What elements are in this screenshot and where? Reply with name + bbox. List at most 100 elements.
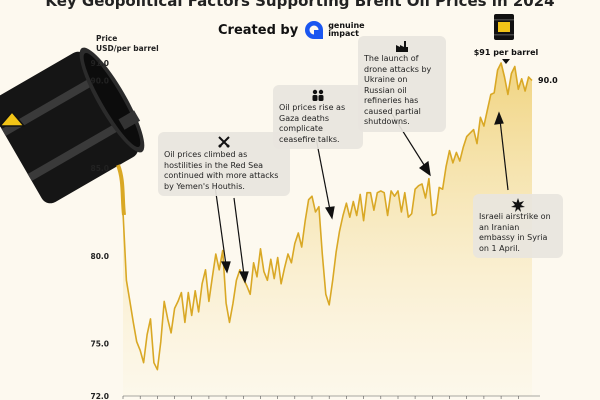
price-point <box>156 369 158 371</box>
price-point <box>256 276 258 278</box>
y-tick-label: 85.0 <box>90 164 109 173</box>
price-point <box>252 262 254 264</box>
y-axis-unit-line1: Price <box>96 34 118 43</box>
y-tick-label: 91.0 <box>90 59 109 68</box>
price-point <box>297 232 299 234</box>
annotation-arrows <box>214 111 509 284</box>
price-point <box>273 277 275 279</box>
price-point <box>524 90 526 92</box>
price-point <box>132 321 134 323</box>
price-point <box>191 314 193 316</box>
price-point <box>153 362 155 364</box>
oil-barrel-illustration <box>0 47 145 216</box>
price-point <box>386 214 388 216</box>
price-point <box>466 135 468 137</box>
price-point <box>201 283 203 285</box>
price-point <box>301 246 303 248</box>
genuine-impact-logo-icon <box>305 21 324 39</box>
people-icon <box>279 89 357 103</box>
price-point <box>400 211 402 213</box>
factory-icon <box>364 40 440 54</box>
price-point <box>239 269 241 271</box>
x-axis-ticks <box>122 396 519 399</box>
price-point <box>167 318 169 320</box>
price-point <box>142 362 144 364</box>
price-point <box>362 220 364 222</box>
annotation-gaza-text: Oil prices rise as Gaza deaths complicat… <box>279 103 346 144</box>
price-point <box>441 188 443 190</box>
y-tick-label: 72.0 <box>90 392 109 400</box>
annotation-drone: The launch of drone attacks by Ukraine o… <box>358 36 446 132</box>
annotation-drone-text: The launch of drone attacks by Ukraine o… <box>364 54 432 126</box>
price-point <box>277 256 279 258</box>
y-tick-label: 90.0 <box>90 77 109 86</box>
price-point <box>469 132 471 134</box>
peak-price-label: $91 per barrel <box>474 48 539 57</box>
price-point <box>424 197 426 199</box>
price-point <box>259 248 261 250</box>
price-point <box>407 216 409 218</box>
crossed-swords-icon <box>164 136 284 150</box>
price-point <box>462 146 464 148</box>
annotation-iran: Israeli airstrike on an Iranian embassy … <box>473 194 563 258</box>
price-point <box>263 270 265 272</box>
price-point <box>184 321 186 323</box>
price-point <box>431 214 433 216</box>
price-point <box>507 93 509 95</box>
last-price-label: 90.0 <box>538 76 558 85</box>
price-point <box>411 213 413 215</box>
price-point <box>428 178 430 180</box>
price-point <box>311 195 313 197</box>
price-point <box>228 321 230 323</box>
brand-name-line2: impact <box>328 29 359 38</box>
price-point <box>204 269 206 271</box>
price-point <box>307 199 309 201</box>
price-point <box>383 192 385 194</box>
price-point <box>476 142 478 144</box>
price-point <box>503 76 505 78</box>
y-tick-label: 80.0 <box>90 252 109 261</box>
price-point <box>483 125 485 127</box>
price-point <box>270 258 272 260</box>
price-point <box>421 183 423 185</box>
price-point <box>187 291 189 293</box>
y-axis-unit: Price USD/per barrel <box>96 34 159 54</box>
price-point <box>359 193 361 195</box>
price-point <box>149 318 151 320</box>
price-point <box>129 300 131 302</box>
credit-line: Created by genuine impact <box>218 20 365 40</box>
price-point <box>325 293 327 295</box>
price-point <box>294 242 296 244</box>
price-point <box>197 311 199 313</box>
created-by-label: Created by <box>218 22 299 38</box>
price-line <box>122 62 533 371</box>
price-point <box>521 78 523 80</box>
price-point <box>390 190 392 192</box>
brand-logo[interactable]: genuine impact <box>304 20 365 40</box>
brand-name-line1: genuine <box>328 21 365 30</box>
price-point <box>345 202 347 204</box>
annotation-gaza: Oil prices rise as Gaza deaths complicat… <box>273 85 363 149</box>
price-point <box>490 93 492 95</box>
price-point <box>486 109 488 111</box>
price-point <box>338 230 340 232</box>
price-point <box>404 192 406 194</box>
price-point <box>321 253 323 255</box>
price-point <box>510 72 512 74</box>
price-point <box>290 262 292 264</box>
price-point <box>479 116 481 118</box>
price-area-fill <box>123 63 532 396</box>
price-point <box>266 279 268 281</box>
annotation-houthis: Oil prices climbed as hostilities in the… <box>158 132 290 196</box>
price-point <box>445 165 447 167</box>
y-axis-unit-line2: USD/per barrel <box>96 44 159 53</box>
price-point <box>517 88 519 90</box>
price-point <box>232 302 234 304</box>
price-point <box>328 304 330 306</box>
price-point <box>280 283 282 285</box>
price-point <box>366 192 368 194</box>
price-point <box>146 334 148 336</box>
price-point <box>211 276 213 278</box>
price-point <box>448 149 450 151</box>
